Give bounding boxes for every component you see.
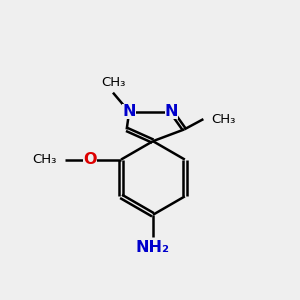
Text: N: N (122, 104, 136, 119)
Text: NH₂: NH₂ (136, 240, 170, 255)
Text: CH₃: CH₃ (32, 153, 57, 166)
Text: CH₃: CH₃ (101, 76, 125, 89)
Text: N: N (165, 104, 178, 119)
Text: O: O (83, 152, 97, 167)
Text: CH₃: CH₃ (212, 112, 236, 126)
